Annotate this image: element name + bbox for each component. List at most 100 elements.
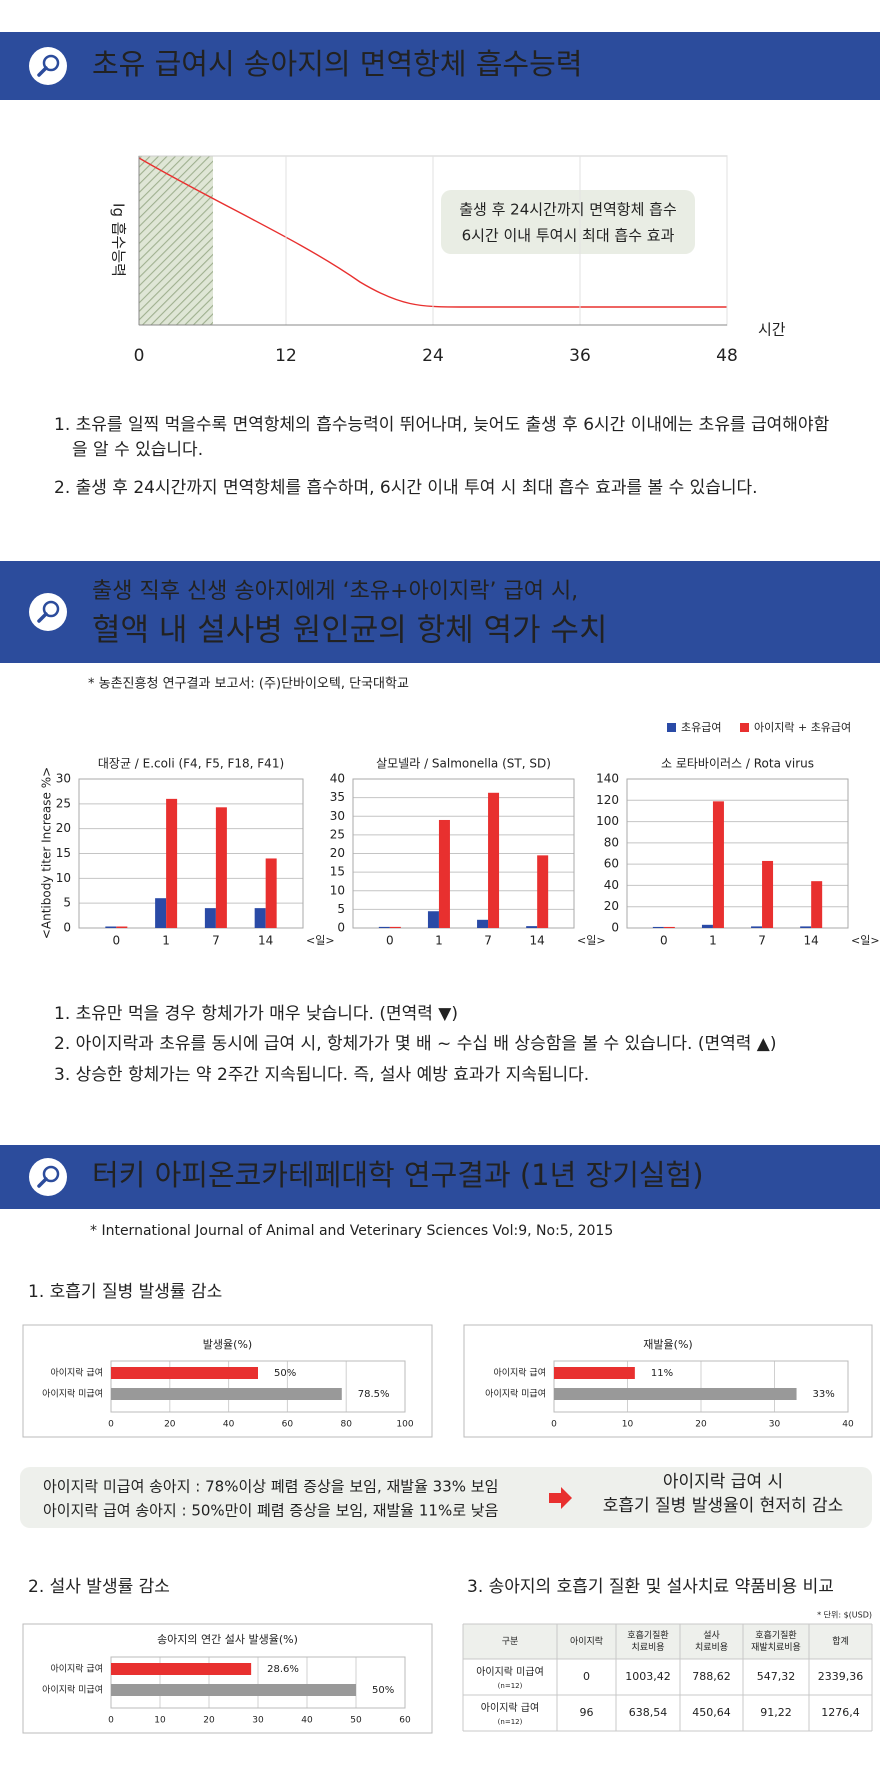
plot-frame: [352, 778, 575, 929]
bar: [800, 926, 812, 928]
y-axis-label: Ig 흡수능력: [110, 203, 128, 277]
bar: [166, 798, 178, 928]
y-tick-label: 0: [611, 921, 619, 935]
subheading: 3. 송아지의 호흡기 질환 및 설사치료 약품비용 비교: [467, 1577, 834, 1597]
note: 2. 아이지락과 초유를 동시에 급여 시, 항체가가 몇 배 ~ 수십 배 상…: [54, 1034, 777, 1054]
icon-handle: [37, 612, 48, 623]
summary-text: 아이지락 미급여 송아지 : 78%이상 폐렴 증상을 보임, 재발율 33% …: [43, 1478, 498, 1496]
x-tick-label: 40: [301, 1716, 313, 1726]
x-tick-label: 1: [162, 934, 170, 948]
x-tick-label: 20: [203, 1716, 215, 1726]
note: 3. 상승한 항체가는 약 2주간 지속됩니다. 즉, 설사 예방 효과가 지속…: [54, 1065, 590, 1085]
x-tick-label: 14: [530, 934, 545, 948]
y-tick-label: 5: [63, 896, 71, 910]
category-label: 아이지락 미급여: [42, 1684, 103, 1696]
table-cell: 788,62: [692, 1670, 731, 1683]
value-label: 50%: [372, 1685, 394, 1696]
bar: [488, 792, 500, 928]
x-tick-label: 7: [484, 934, 492, 948]
y-tick-label: 120: [596, 793, 619, 807]
x-tick-label: 7: [212, 934, 220, 948]
section-title: 터키 아피온코카테페대학 연구결과 (1년 장기실험): [92, 1158, 704, 1192]
bar: [265, 858, 277, 928]
icon: [29, 1158, 67, 1196]
table-cell: 2339,36: [818, 1670, 864, 1683]
category-label: 아이지락 급여: [50, 1663, 103, 1675]
plot-frame: [553, 1360, 849, 1413]
chart-box: [463, 1324, 873, 1438]
bar: [438, 819, 450, 928]
bar: [663, 926, 675, 928]
table-header-bg: [463, 1624, 872, 1659]
y-tick-label: 0: [63, 921, 71, 935]
x-tick-label: 30: [252, 1716, 264, 1726]
bar: [389, 926, 401, 928]
bar: [712, 801, 724, 928]
x-tick-label: 100: [396, 1420, 413, 1430]
value-label: 11%: [651, 1368, 673, 1379]
x-tick-label: 20: [164, 1420, 176, 1430]
summary-text: 아이지락 급여 송아지 : 50%만이 폐렴 증상을 보임, 재발율 11%로 …: [43, 1502, 498, 1520]
bar: [751, 926, 763, 928]
x-tick-label: 20: [695, 1420, 707, 1430]
bar: [215, 807, 227, 928]
section-header: [0, 561, 880, 663]
summary-highlight: 아이지락 급여 시: [663, 1472, 783, 1492]
y-tick-label: 10: [330, 883, 345, 897]
x-tick-label: 40: [842, 1420, 854, 1430]
annotation: 출생 후 24시간까지 면역항체 흡수: [459, 201, 677, 219]
x-tick-label: 0: [108, 1420, 114, 1430]
table-header: 구분: [502, 1636, 519, 1647]
table-header: 호흡기질환: [627, 1629, 668, 1641]
y-tick-label: 40: [604, 878, 619, 892]
y-tick-label: 0: [337, 921, 345, 935]
y-tick-label: 140: [596, 772, 619, 786]
bar: [111, 1684, 356, 1696]
y-tick-label: 30: [56, 772, 71, 786]
plot-frame: [110, 1656, 406, 1709]
category-label: 아이지락 급여: [493, 1367, 546, 1379]
icon-handle: [37, 66, 48, 77]
category-label: 아이지락 미급여: [42, 1388, 103, 1400]
x-tick-label: 60: [282, 1420, 294, 1430]
bar: [111, 1388, 342, 1400]
annotation-box: [441, 190, 695, 254]
annotation: 6시간 이내 투여시 최대 흡수 효과: [462, 227, 675, 245]
x-tick-label: 40: [223, 1420, 235, 1430]
note: 2. 출생 후 24시간까지 면역항체를 흡수하며, 6시간 이내 투여 시 최…: [54, 478, 758, 498]
y-tick-label: 15: [330, 865, 345, 879]
bar: [427, 911, 439, 928]
x-tick-label: 60: [399, 1716, 411, 1726]
x-tick-label: 80: [340, 1420, 352, 1430]
y-tick-label: 25: [330, 827, 345, 841]
icon-lens: [42, 600, 60, 618]
bar: [378, 926, 390, 928]
chart-title: 대장균 / E.coli (F4, F5, F18, F41): [98, 757, 284, 771]
y-tick-label: 100: [596, 814, 619, 828]
section-title: 출생 직후 신생 송아지에게 ‘초유+아이지락’ 급여 시,: [92, 579, 578, 604]
category-label: 아이지락 급여: [50, 1367, 103, 1379]
table-header: 설사: [703, 1630, 720, 1641]
section-header: [0, 32, 880, 100]
absorption-window: [139, 156, 213, 325]
x-tick-label: 0: [113, 934, 121, 948]
bar: [477, 919, 489, 928]
plot-frame: [110, 1360, 406, 1413]
table-cell-note: (n=12): [498, 1718, 523, 1726]
bar: [105, 926, 117, 928]
summary-box: [20, 1467, 872, 1528]
x-unit: <일>: [851, 933, 880, 947]
bar: [701, 924, 713, 928]
icon: [29, 593, 67, 631]
x-tick-label: 7: [758, 934, 766, 948]
x-tick-label: 10: [622, 1420, 634, 1430]
source: * 농촌진흥청 연구결과 보고서: (주)단바이오텍, 단국대학교: [88, 677, 409, 692]
legend-swatch: [740, 723, 749, 732]
table-cell: 1003,42: [625, 1670, 671, 1683]
x-tick-label: 1: [435, 934, 443, 948]
y-axis-label: <Antibody titer Increase %>: [40, 767, 54, 939]
y-tick-label: 80: [604, 835, 619, 849]
note: 1. 초유를 일찍 먹을수록 면역항체의 흡수능력이 뛰어나며, 늦어도 출생 …: [54, 415, 830, 460]
legend-swatch: [667, 723, 676, 732]
chart-title: 소 로타바이러스 / Rota virus: [661, 757, 814, 771]
